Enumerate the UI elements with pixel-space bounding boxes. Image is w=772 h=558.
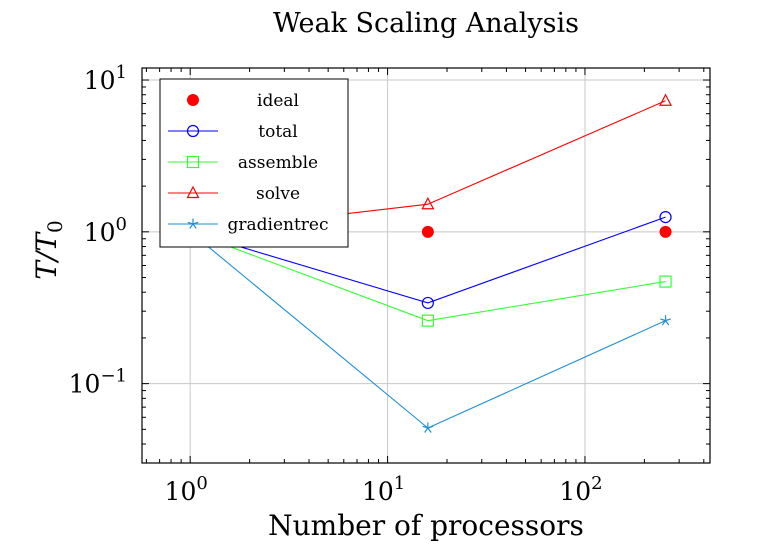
legend-item-total: total [168,122,298,142]
series-solve-marker [421,196,435,210]
series-total-marker [659,211,672,224]
legend-label-ideal: ideal [257,91,299,111]
legend-item-ideal: ideal [187,91,299,111]
y-tick-label: 100 [84,214,127,247]
series-gradientrec [189,231,671,433]
series-line-total [190,216,666,304]
legend-assemble-marker [186,155,200,169]
tick-marks [142,68,710,464]
series-assemble-marker [421,314,434,327]
legend-box [159,78,349,248]
legend-label-assemble: assemble [238,153,318,173]
y-axis-label: T/T0 [30,220,67,280]
legend-label-total: total [258,122,297,142]
series-assemble [189,231,672,327]
legend-item-gradientrec: gradientrec [168,215,329,235]
series-assemble-marker [659,275,672,288]
series-ideal [421,225,672,238]
legend-total-marker [186,124,200,138]
x-axis-label: Number of processors [268,509,584,542]
legend-item-solve: solve [168,184,300,204]
series-ideal-marker [421,225,434,238]
legend-gradientrec-marker [187,218,199,229]
series-line-gradientrec [189,231,666,429]
y-tick-label: 10−1 [69,366,127,399]
x-tick-label: 102 [559,473,602,506]
legend-ideal-marker [187,94,199,106]
legend-item-assemble: assemble [168,153,318,173]
series-layer [189,93,673,433]
legend-solve-marker [186,185,200,199]
x-tick-label: 101 [362,473,405,506]
x-tick-label: 100 [165,473,208,506]
legend: ideal total assemble solve gradientrec [159,78,349,248]
series-total [190,211,672,310]
series-line-assemble [189,231,666,322]
legend-label-gradientrec: gradientrec [227,215,328,235]
series-gradientrec-marker [660,315,671,326]
series-solve-marker [659,93,673,106]
legend-label-solve: solve [256,184,300,204]
series-gradientrec-marker [422,422,434,433]
series-total-marker [421,296,434,310]
series-ideal-marker [659,225,672,238]
tick-labels: 100 101 102 10−1 100 101 [69,62,603,506]
y-tick-label: 101 [84,62,127,95]
chart-title: Weak Scaling Analysis [273,8,579,39]
